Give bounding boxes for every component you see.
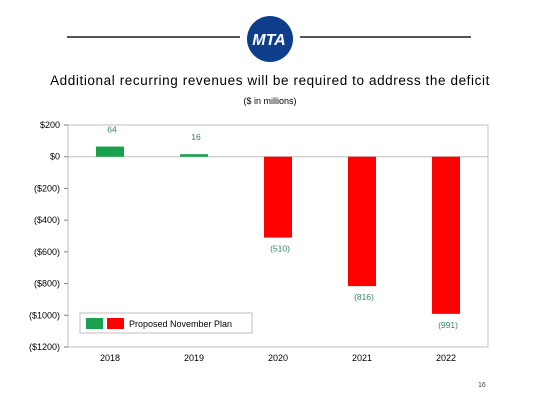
y-tick-label: ($1200) (29, 342, 60, 352)
data-label: 16 (191, 132, 201, 142)
y-tick-label: ($1000) (29, 310, 60, 320)
page-title: Additional recurring revenues will be re… (50, 73, 490, 88)
legend-swatch-red (107, 318, 124, 329)
mta-logo: MTA (247, 16, 293, 62)
chart-subtitle: ($ in millions) (243, 96, 297, 106)
logo-text: MTA (252, 32, 285, 49)
y-tick-label: $0 (50, 152, 60, 162)
x-category-label: 2019 (184, 353, 204, 363)
y-tick-label: ($400) (34, 215, 60, 225)
y-tick-label: ($600) (34, 247, 60, 257)
y-tick-label: $200 (40, 120, 60, 130)
bar-2019 (180, 154, 208, 157)
x-category-label: 2021 (352, 353, 372, 363)
data-label: (816) (354, 292, 374, 302)
logo-circle (247, 16, 293, 62)
bar-2018 (96, 146, 124, 157)
page-number: 16 (478, 382, 486, 389)
y-tick-label: ($200) (34, 183, 60, 193)
x-category-label: 2022 (436, 353, 456, 363)
bar-2022 (432, 156, 460, 314)
bar-2020 (264, 156, 292, 238)
plot-area-frame (67, 124, 489, 348)
legend-swatch-green (86, 318, 103, 329)
data-label: (991) (438, 320, 458, 330)
x-category-label: 2020 (268, 353, 288, 363)
bar-2021 (348, 156, 376, 287)
legend-label: Proposed November Plan (129, 319, 232, 329)
x-category-label: 2018 (100, 353, 120, 363)
data-label: (510) (270, 244, 290, 254)
header-rule-right (300, 36, 471, 38)
y-tick-label: ($800) (34, 279, 60, 289)
data-label: 64 (107, 125, 117, 135)
header-rule-left (67, 36, 240, 38)
